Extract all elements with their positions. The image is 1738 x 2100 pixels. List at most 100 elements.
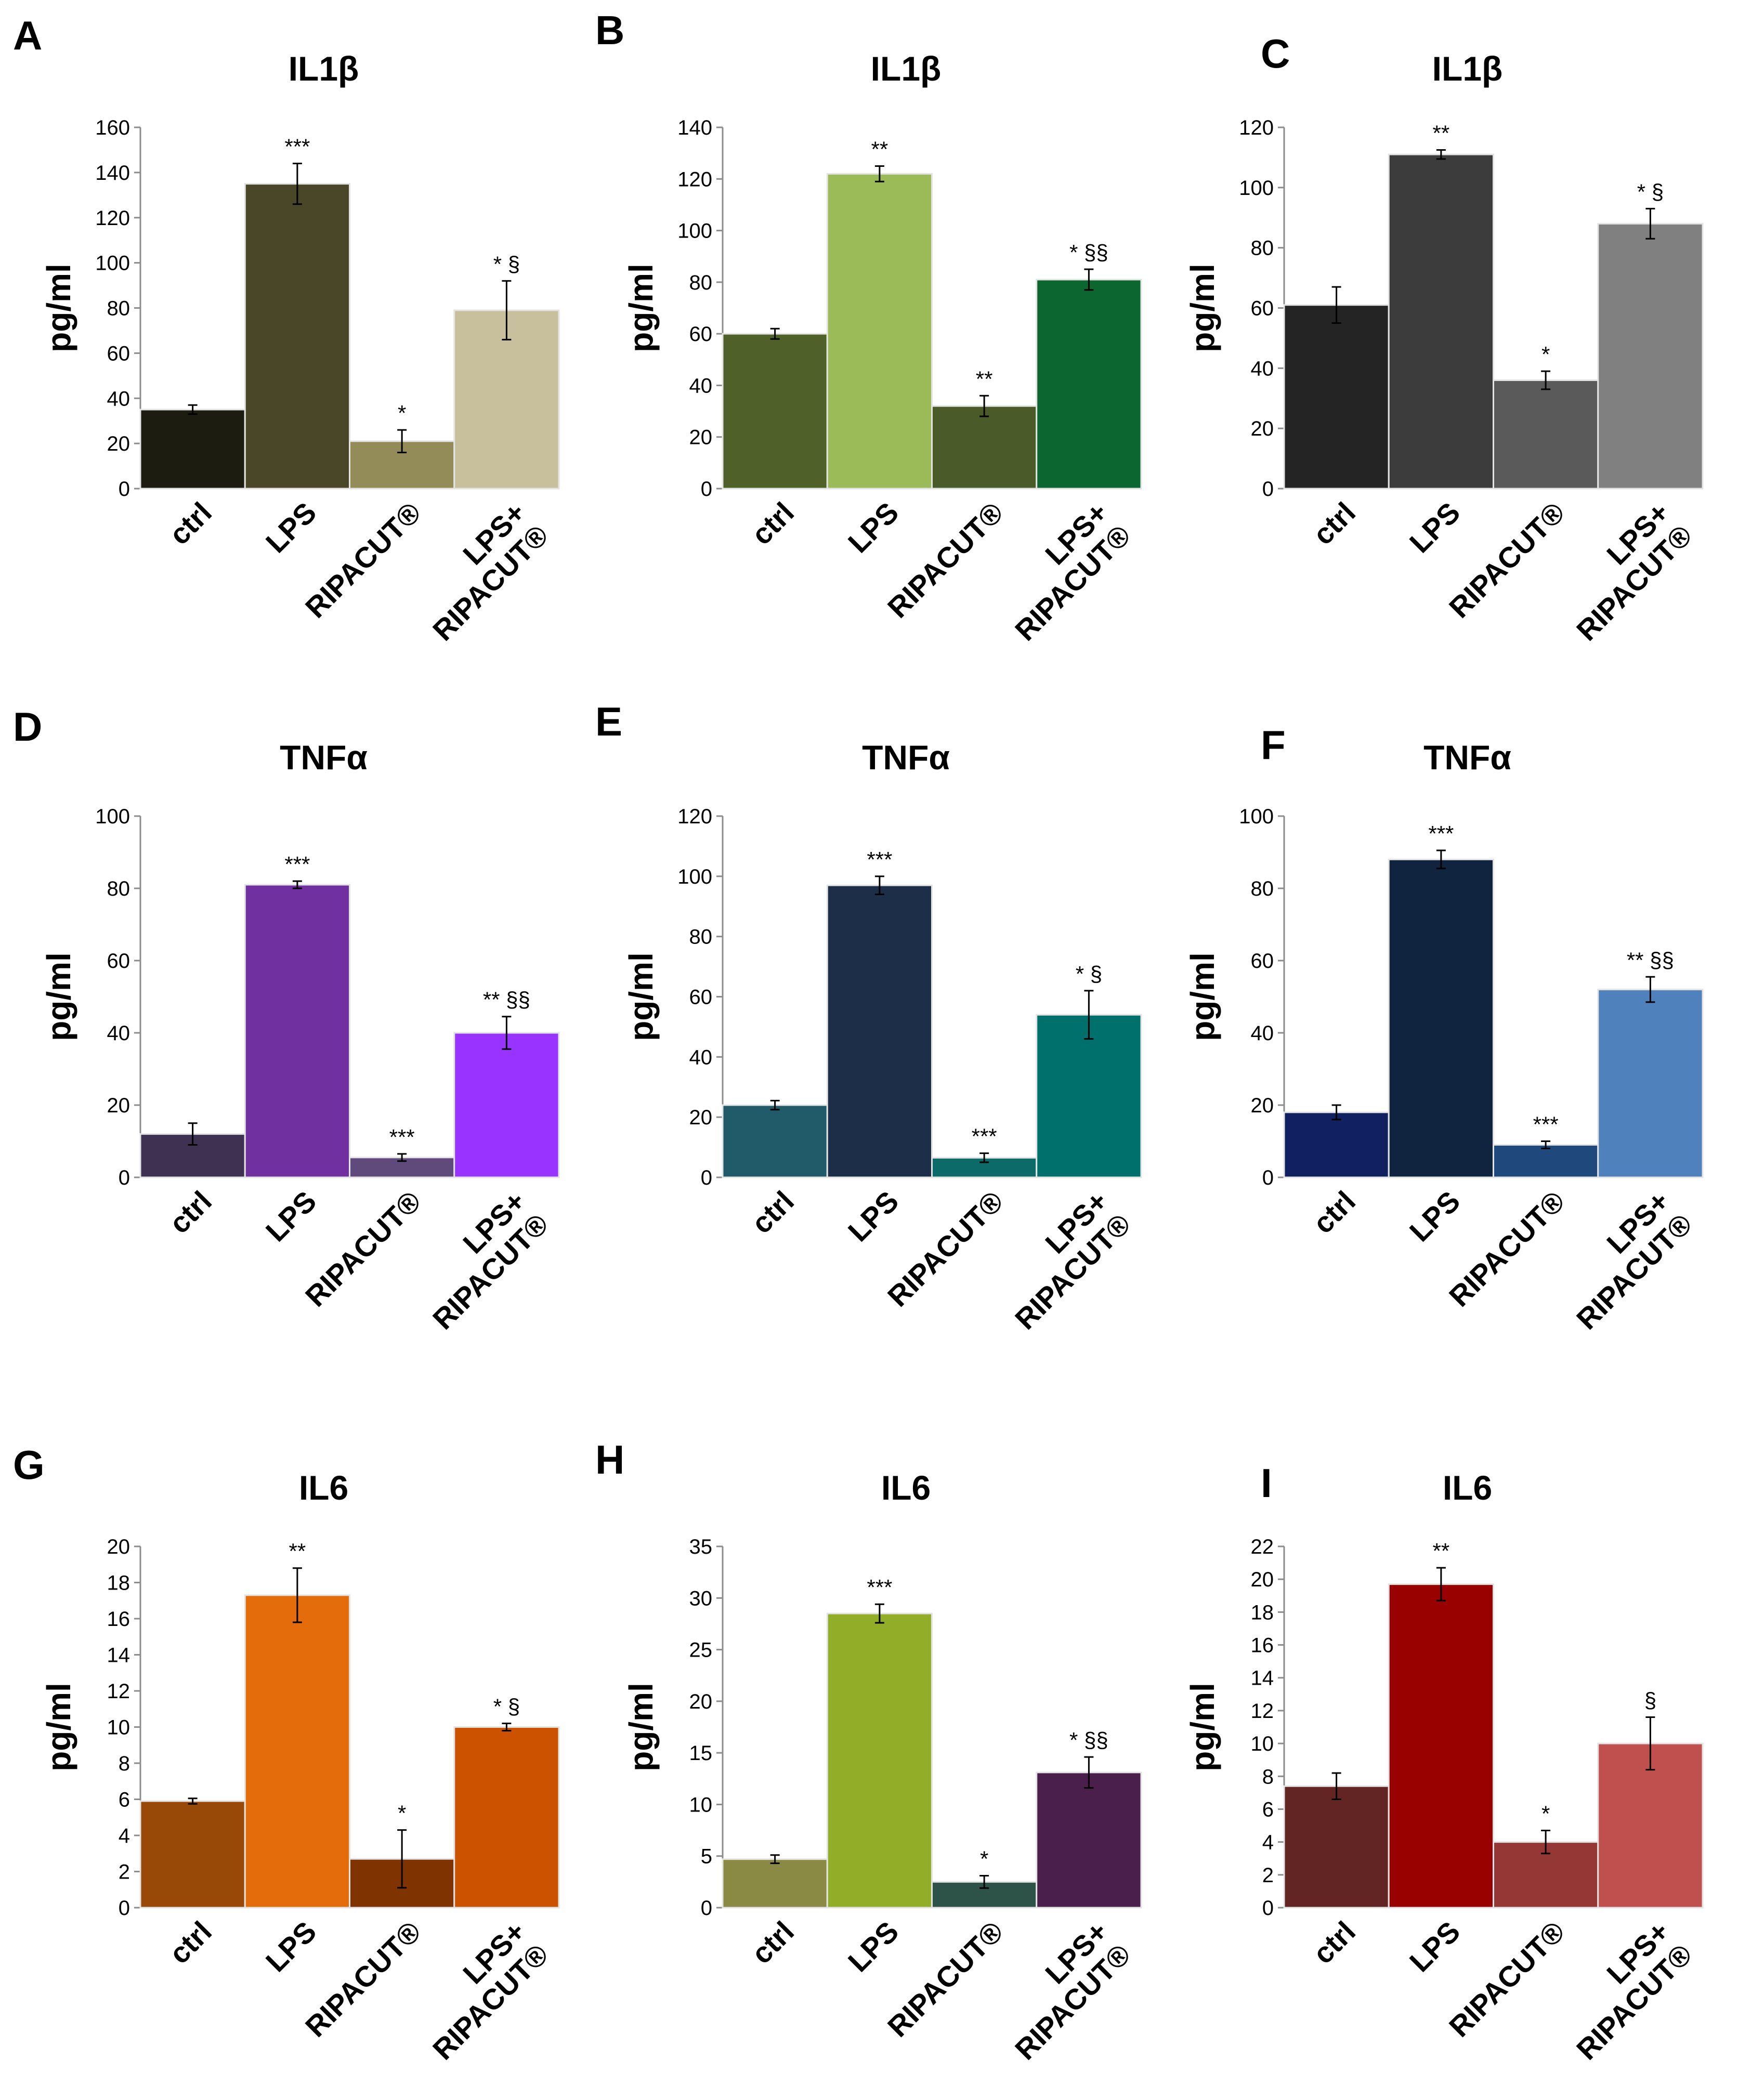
category-label-line: LPS: [842, 1185, 905, 1248]
category-label: ctrl: [163, 496, 218, 551]
bar: [1283, 1111, 1390, 1178]
y-tick-label: 10: [107, 1716, 130, 1739]
category-label: ctrl: [1306, 1915, 1362, 1970]
significance-label: **: [289, 1539, 306, 1564]
category-label: LPS: [842, 496, 905, 559]
bar: [453, 1032, 560, 1178]
y-axis-label: pg/ml: [622, 1683, 660, 1771]
y-axis-label: pg/ml: [1184, 1683, 1221, 1771]
y-tick-label: 80: [107, 877, 130, 900]
y-tick-label: 0: [119, 1897, 130, 1920]
chart-title: IL6: [299, 1468, 348, 1507]
panel-letter: C: [1261, 31, 1290, 76]
bar: [1493, 379, 1599, 490]
y-tick-label: 20: [107, 1094, 130, 1117]
bar: [1388, 153, 1494, 490]
panel-c: C IL1βpg/ml020406080100120ctrl**LPS*RIPAC…: [1184, 31, 1704, 647]
y-tick-label: 4: [1262, 1831, 1274, 1854]
y-tick-label: 22: [1251, 1535, 1274, 1558]
y-tick-label: 14: [107, 1644, 130, 1667]
bar: [1597, 222, 1704, 490]
category-label: LPS: [1403, 1185, 1467, 1248]
y-tick-label: 6: [1262, 1798, 1274, 1821]
significance-label: *: [1541, 1802, 1550, 1826]
y-tick-label: 80: [1251, 877, 1274, 900]
significance-label: ***: [284, 852, 310, 876]
category-label-line: LPS: [1403, 1185, 1467, 1248]
y-tick-label: 120: [677, 168, 712, 191]
category-label-line: LPS: [259, 1185, 323, 1248]
y-tick-label: 60: [107, 342, 130, 365]
chart-title: IL6: [1443, 1468, 1492, 1507]
panel-h: HIL6pg/ml05101520253035ctrl***LPS*RIPACU…: [595, 1437, 1142, 2066]
significance-label: * §: [493, 252, 520, 276]
panel-letter: D: [13, 704, 42, 750]
y-tick-label: 35: [689, 1535, 713, 1558]
panel-g: G IL6pg/ml02468101214161820ctrl**LPS*RIPA…: [13, 1442, 560, 2066]
bar: [453, 1726, 560, 1909]
significance-label: * §§: [1069, 1728, 1108, 1752]
chart-title: TNFα: [862, 738, 950, 777]
y-tick-label: 0: [119, 1166, 130, 1189]
y-tick-label: 60: [1251, 297, 1274, 320]
category-label: LPS: [842, 1915, 905, 1978]
category-label: ctrl: [163, 1185, 218, 1240]
category-label-line: LPS: [259, 496, 323, 559]
category-label-line: ctrl: [1306, 1915, 1362, 1970]
y-axis-label: pg/ml: [622, 952, 660, 1041]
category-label-line: ctrl: [745, 1915, 800, 1970]
bar: [826, 1612, 933, 1909]
y-tick-label: 0: [119, 478, 130, 501]
y-tick-label: 120: [1239, 116, 1274, 139]
y-tick-label: 6: [119, 1789, 130, 1812]
bar: [244, 1594, 350, 1909]
significance-label: *: [1541, 342, 1550, 366]
category-label-line: ctrl: [163, 1915, 218, 1970]
panel-letter: B: [595, 7, 624, 53]
category-label: LPS: [1403, 496, 1467, 559]
significance-label: **: [1433, 1539, 1450, 1563]
bar: [244, 884, 350, 1178]
bar: [1597, 989, 1704, 1178]
category-label: ctrl: [745, 1185, 800, 1240]
y-tick-label: 2: [119, 1861, 130, 1884]
chart-title: IL1β: [289, 49, 359, 88]
category-label: ctrl: [163, 1915, 218, 1970]
y-tick-label: 0: [1262, 1166, 1274, 1189]
panel-i: I IL6pg/ml0246810121416182022ctrl**LPS*RI…: [1184, 1460, 1704, 2066]
y-tick-label: 18: [107, 1572, 130, 1595]
bar: [1283, 1785, 1390, 1909]
y-tick-label: 0: [701, 1166, 712, 1189]
significance-label: ***: [867, 847, 892, 872]
y-axis-label: pg/ml: [1184, 264, 1221, 352]
panel-letter: F: [1261, 722, 1286, 768]
significance-label: ***: [867, 1575, 892, 1599]
significance-label: ***: [1533, 1112, 1559, 1137]
bar: [1036, 1771, 1142, 1909]
y-tick-label: 20: [1251, 1568, 1274, 1591]
y-tick-label: 20: [1251, 417, 1274, 440]
y-tick-label: 60: [1251, 950, 1274, 973]
bar: [722, 1104, 828, 1178]
bar: [931, 405, 1038, 490]
category-label-line: LPS: [1403, 1915, 1467, 1978]
y-tick-label: 14: [1251, 1667, 1274, 1690]
bar: [244, 183, 350, 490]
panel-letter: G: [13, 1442, 45, 1488]
bar: [139, 409, 246, 490]
y-tick-label: 20: [689, 426, 713, 449]
y-tick-label: 16: [1251, 1634, 1274, 1657]
y-tick-label: 60: [689, 323, 713, 346]
chart-title: TNFα: [1423, 738, 1511, 777]
y-tick-label: 4: [119, 1825, 130, 1847]
panel-letter: A: [13, 12, 42, 58]
y-tick-label: 100: [677, 220, 712, 243]
y-tick-label: 40: [689, 1046, 713, 1069]
category-label: LPS: [259, 1185, 323, 1248]
y-axis-label: pg/ml: [1184, 952, 1221, 1041]
y-tick-label: 100: [95, 805, 130, 828]
y-tick-label: 20: [107, 432, 130, 455]
bar: [1283, 304, 1390, 490]
y-tick-label: 0: [1262, 1897, 1274, 1920]
bar: [1036, 279, 1142, 490]
